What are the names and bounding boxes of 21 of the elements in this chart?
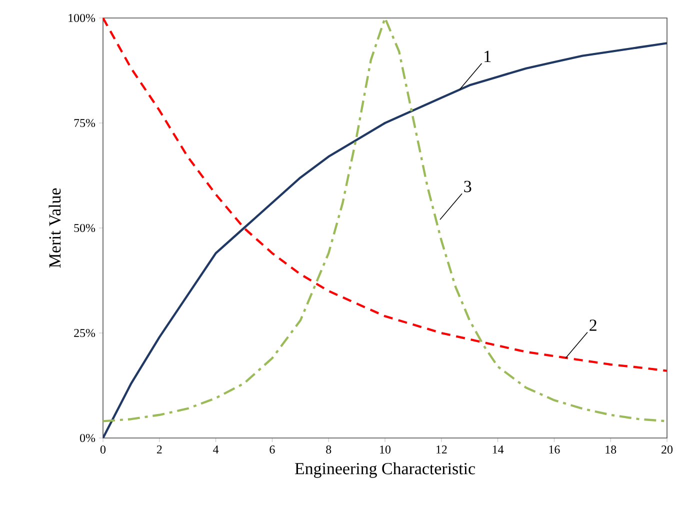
x-axis-title: Engineering Characteristic xyxy=(294,462,476,478)
y-tick-label: 0% xyxy=(80,434,96,442)
x-tick-label: 14 xyxy=(492,446,504,454)
x-tick-label: 2 xyxy=(156,446,162,454)
y-tick-label: 75% xyxy=(74,118,96,128)
x-tick-label: 0 xyxy=(100,446,106,454)
x-tick-label: 4 xyxy=(213,446,219,454)
x-tick-label: 18 xyxy=(606,446,616,454)
annotation: 3 xyxy=(464,180,472,192)
y-tick-label: 50% xyxy=(74,224,96,232)
x-tick-label: 16 xyxy=(549,446,560,454)
x-tick-label: 12 xyxy=(436,446,447,454)
annotation: 2 xyxy=(590,320,596,331)
y-axis-title: Merit Value xyxy=(48,188,61,268)
x-tick-label: 8 xyxy=(326,446,332,454)
y-tick-label: 100% xyxy=(68,14,96,22)
y-tick-label: 25% xyxy=(74,328,96,338)
x-tick-label: 6 xyxy=(270,446,275,454)
x-tick-label: 20 xyxy=(662,446,673,454)
annotation: 1 xyxy=(484,50,491,62)
x-tick-label: 10 xyxy=(380,446,391,454)
